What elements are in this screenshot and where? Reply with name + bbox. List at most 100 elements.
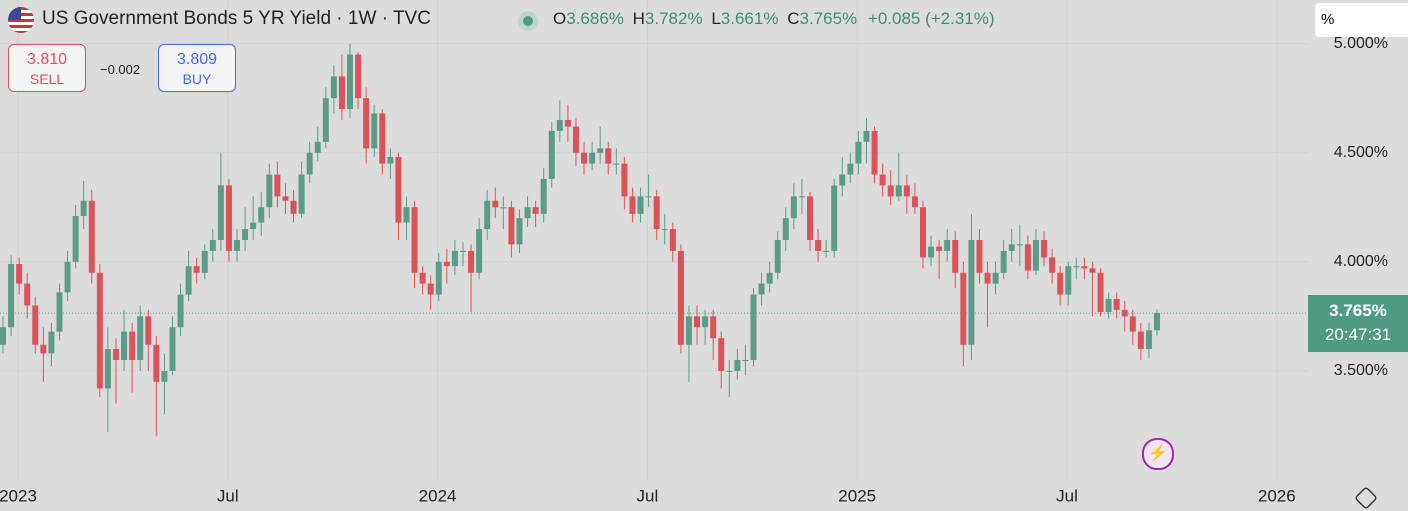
unit-input[interactable]: % (1315, 3, 1408, 37)
candle-body (508, 207, 515, 245)
candle-body (419, 272, 426, 284)
x-tick-label: Jul (637, 486, 659, 505)
candle-body (911, 196, 918, 208)
candle-body (1154, 313, 1161, 331)
candle-body (798, 196, 805, 198)
candle-body (581, 152, 588, 164)
candle-body (960, 272, 967, 345)
y-tick-label: 3.500% (1334, 362, 1388, 379)
candle-body (298, 174, 305, 214)
candle-body (314, 141, 321, 153)
candle-body (338, 76, 345, 110)
candle-body (451, 250, 458, 267)
candle-body (815, 240, 822, 251)
candle-body (540, 178, 547, 214)
candle-body (468, 250, 475, 273)
spread: −0.002 (100, 62, 141, 77)
candle-body (411, 207, 418, 273)
candle-body (1057, 272, 1064, 295)
x-tick-label: Jul (1056, 486, 1078, 505)
candle-body (403, 207, 410, 223)
candle-body (56, 292, 63, 332)
candle-body (677, 250, 684, 345)
candle-body (48, 331, 55, 354)
candle-body (1008, 244, 1015, 251)
candle-body (1121, 309, 1128, 317)
lightning-icon[interactable]: ⚡ (1142, 438, 1174, 470)
candle-body (290, 200, 297, 214)
candle-body (597, 148, 604, 153)
candle-body (250, 222, 257, 230)
candle-body (653, 196, 660, 230)
candle-body (621, 163, 628, 197)
candle-body (80, 200, 87, 216)
candle-body (16, 264, 23, 284)
candle-body (903, 185, 910, 197)
candle-body (790, 196, 797, 219)
c-label: C (787, 9, 800, 28)
candle-body (484, 200, 491, 230)
last-price: 3.765% (1329, 301, 1387, 320)
candle-body (1081, 266, 1088, 269)
candle-body (1073, 266, 1080, 268)
candle-body (1089, 268, 1096, 273)
candle-body (234, 240, 241, 251)
candle-body (847, 163, 854, 175)
candle-body (710, 316, 717, 339)
candle-body (121, 331, 128, 360)
o-label: O (553, 9, 567, 28)
countdown: 20:47:31 (1324, 325, 1392, 344)
candle-body (1105, 298, 1112, 312)
x-tick-label: 2026 (1258, 486, 1296, 505)
candle-body (201, 250, 208, 273)
candle-body (459, 250, 466, 252)
candle-body (750, 294, 757, 360)
candle-body (1000, 250, 1007, 273)
sell-button[interactable]: 3.810 SELL (8, 44, 86, 92)
candle-body (766, 272, 773, 284)
candle-body (24, 283, 31, 306)
candle-body (694, 316, 701, 328)
candle-body (274, 174, 281, 197)
candle-body (476, 229, 483, 273)
buy-button[interactable]: 3.809 BUY (158, 44, 236, 92)
candle-body (387, 157, 394, 164)
candle-body (88, 200, 95, 273)
sell-price: 3.810 (26, 51, 68, 68)
candle-body (863, 130, 870, 142)
x-tick-label: 2025 (838, 486, 876, 505)
candle-body (8, 264, 15, 328)
candle-body (524, 207, 531, 219)
candle-body (500, 207, 507, 209)
candle-body (685, 316, 692, 345)
buy-label: BUY (182, 71, 212, 87)
candle-body (153, 344, 160, 382)
buy-price: 3.809 (176, 51, 218, 68)
candle-body (177, 294, 184, 328)
o-value: 3.686% (566, 9, 624, 28)
candle-body (758, 283, 765, 295)
candle-body (1097, 272, 1104, 312)
candle-body (209, 240, 216, 251)
candle-body (363, 98, 370, 149)
candle-body (443, 261, 450, 267)
candle-body (371, 113, 378, 149)
candle-body (807, 196, 813, 240)
candle-body (629, 196, 636, 214)
candle-body (395, 157, 402, 223)
ohlc-legend: O3.686% H3.782% L3.661% C3.765% +0.085 (… (553, 9, 995, 29)
candle-body (1032, 240, 1039, 271)
candle-body (1129, 316, 1136, 332)
candle-body (64, 261, 71, 293)
candle-body (855, 141, 862, 164)
candle-body (984, 272, 991, 284)
candle-body (1145, 330, 1152, 350)
candle-body (831, 185, 838, 251)
candle-body (976, 240, 983, 273)
candle-body (871, 130, 878, 175)
candle-body (839, 174, 846, 186)
candle-body (242, 229, 249, 240)
candle-body (661, 229, 668, 231)
